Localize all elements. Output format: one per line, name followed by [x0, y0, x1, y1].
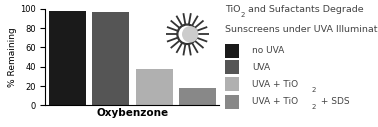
Text: 2: 2 — [311, 86, 316, 93]
Bar — [136, 69, 172, 105]
Bar — [49, 11, 85, 105]
FancyBboxPatch shape — [225, 60, 239, 74]
FancyBboxPatch shape — [225, 77, 239, 91]
Text: and Sufactants Degrade: and Sufactants Degrade — [245, 5, 363, 14]
Text: 2: 2 — [311, 104, 316, 110]
FancyBboxPatch shape — [225, 95, 239, 109]
Text: UVA + TiO: UVA + TiO — [253, 80, 299, 89]
X-axis label: Oxybenzone: Oxybenzone — [96, 108, 168, 118]
Text: Sunscreens under UVA Illumination: Sunscreens under UVA Illumination — [225, 25, 378, 34]
Y-axis label: % Remaining: % Remaining — [8, 27, 17, 87]
Bar — [92, 12, 129, 105]
Circle shape — [177, 24, 197, 44]
Text: no UVA: no UVA — [253, 46, 285, 55]
Text: 2: 2 — [241, 12, 245, 18]
FancyBboxPatch shape — [225, 44, 239, 58]
Bar — [179, 88, 216, 105]
Circle shape — [178, 25, 197, 44]
Text: + SDS: + SDS — [318, 97, 350, 106]
Text: TiO: TiO — [225, 5, 240, 14]
Text: UVA: UVA — [253, 63, 271, 72]
Circle shape — [182, 26, 198, 43]
Text: UVA + TiO: UVA + TiO — [253, 97, 299, 106]
